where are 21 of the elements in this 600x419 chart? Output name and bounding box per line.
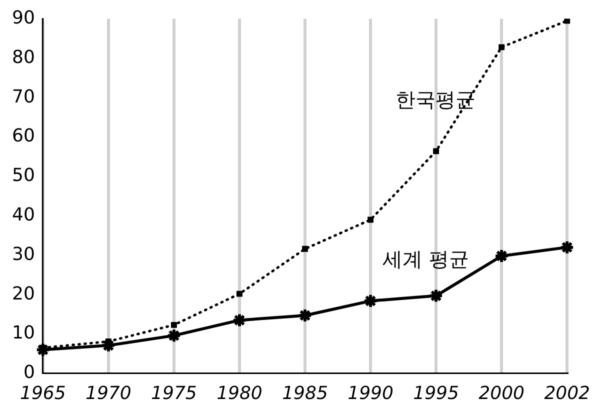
series-label: 한국평균 xyxy=(396,87,476,112)
x-tick-label: 1980 xyxy=(216,382,262,404)
y-tick-label: 70 xyxy=(12,86,35,108)
x-tick-label: 1995 xyxy=(413,382,459,404)
x-tick-label: 2000 xyxy=(478,382,524,404)
x-tick-label: 1965 xyxy=(20,382,66,404)
y-tick-label: 50 xyxy=(12,165,35,186)
x-tick-label: 1970 xyxy=(86,382,132,404)
y-tick-label: 30 xyxy=(12,244,35,265)
x-tick-label: 2002 xyxy=(544,382,590,404)
x-tick-label: 1975 xyxy=(151,382,197,404)
y-tick-label: 60 xyxy=(12,126,35,147)
x-tick-label: 1990 xyxy=(348,382,394,404)
series-label: 세계 평균 xyxy=(382,247,469,272)
y-tick-label: 40 xyxy=(12,204,35,226)
y-tick-label: 20 xyxy=(12,283,35,304)
y-tick-label: 10 xyxy=(12,322,35,344)
y-tick-label: 80 xyxy=(12,46,35,68)
y-tick-label: 90 xyxy=(12,7,35,28)
y-tick-label: 0 xyxy=(23,362,35,384)
x-tick-label: 1985 xyxy=(282,382,328,404)
